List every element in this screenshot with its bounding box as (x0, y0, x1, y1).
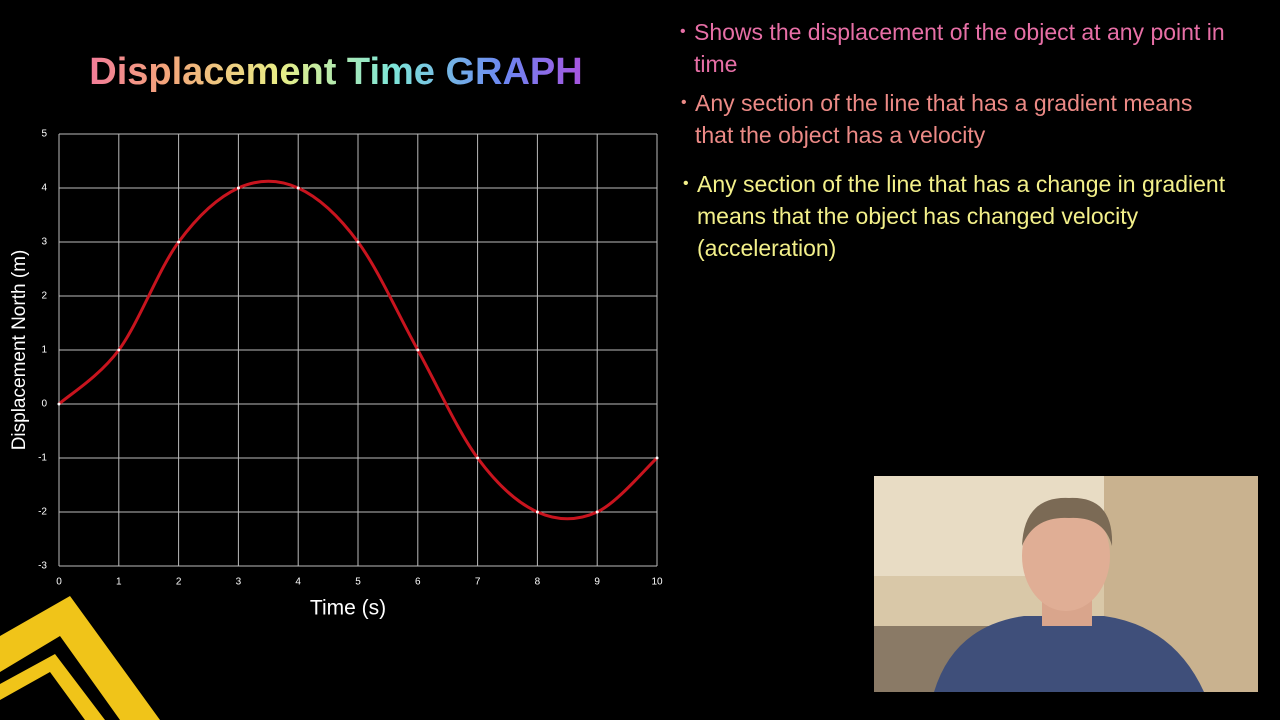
x-tick-label: 1 (116, 577, 122, 588)
data-point (117, 348, 121, 352)
x-tick-label: 2 (176, 577, 182, 588)
webcam-video (874, 476, 1258, 692)
x-axis-label: Time (s) (310, 597, 386, 620)
chart: Displacement Time GRAPH Time (s) Displac… (9, 51, 663, 620)
x-tick-label: 7 (475, 577, 481, 588)
bullet: Shows the displacement of the object at … (680, 16, 1254, 80)
y-tick-label: -3 (38, 561, 47, 572)
y-tick-label: -2 (38, 507, 47, 518)
x-tick-label: 9 (594, 577, 600, 588)
y-axis-label: Displacement North (m) (9, 250, 30, 451)
y-tick-label: 0 (41, 399, 47, 410)
data-point (655, 456, 659, 460)
x-tick-label: 5 (355, 577, 361, 588)
data-point (595, 510, 599, 514)
data-point (57, 402, 61, 406)
y-tick-label: -1 (38, 453, 47, 464)
y-tick-label: 2 (41, 291, 47, 302)
y-tick-label: 1 (41, 345, 47, 356)
bullet: Any section of the line that has a gradi… (681, 87, 1235, 151)
data-point (476, 456, 480, 460)
x-tick-label: 3 (236, 577, 242, 588)
x-tick-label: 8 (535, 577, 541, 588)
x-tick-label: 6 (415, 577, 421, 588)
data-point (535, 510, 539, 514)
data-point (356, 240, 360, 244)
data-point (296, 186, 300, 190)
data-point (177, 240, 181, 244)
bullet: Any section of the line that has a chang… (683, 168, 1257, 264)
data-point (416, 348, 420, 352)
y-tick-label: 5 (41, 129, 47, 140)
logo (0, 596, 160, 720)
y-tick-label: 4 (41, 183, 47, 194)
chart-title: Displacement Time GRAPH (89, 51, 582, 93)
x-tick-label: 0 (56, 577, 62, 588)
y-tick-label: 3 (41, 237, 47, 248)
x-tick-label: 10 (651, 577, 663, 588)
x-tick-label: 4 (295, 577, 301, 588)
data-point (236, 186, 240, 190)
